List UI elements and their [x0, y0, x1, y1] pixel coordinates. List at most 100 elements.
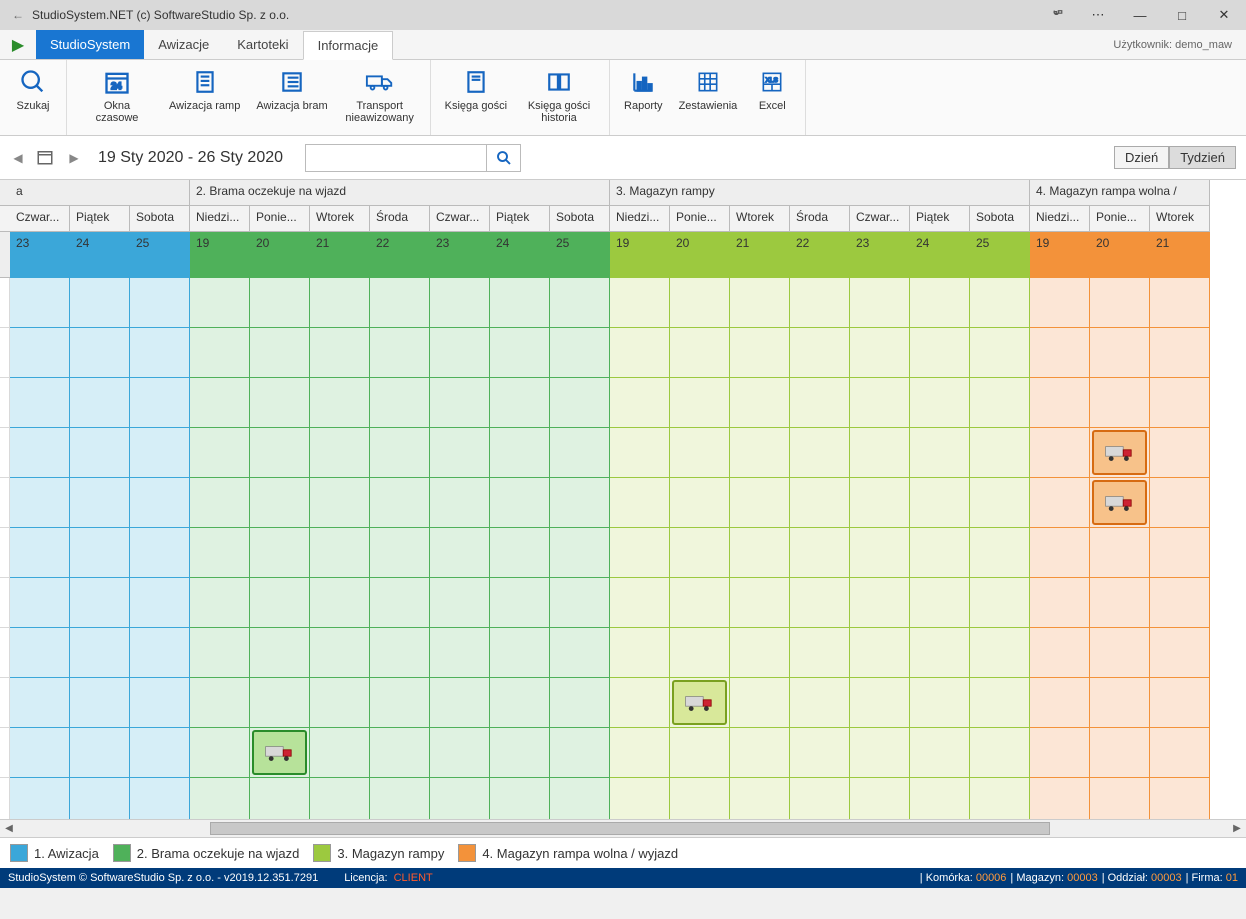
grid-cell[interactable] — [850, 628, 910, 678]
grid-cell[interactable] — [190, 328, 250, 378]
grid-cell[interactable] — [250, 628, 310, 678]
back-button[interactable]: ← — [8, 8, 28, 22]
grid-cell[interactable] — [1150, 378, 1210, 428]
grid-cell[interactable] — [310, 578, 370, 628]
grid-cell[interactable] — [610, 678, 670, 728]
grid-cell[interactable] — [910, 278, 970, 328]
grid-cell[interactable] — [730, 328, 790, 378]
grid-cell[interactable] — [490, 378, 550, 428]
grid-cell[interactable] — [430, 578, 490, 628]
grid-cell[interactable] — [430, 628, 490, 678]
grid-cell[interactable] — [70, 278, 130, 328]
grid-cell[interactable] — [1030, 328, 1090, 378]
ribbon-ksiega-gosci[interactable]: Księga gości — [437, 64, 515, 131]
grid-cell[interactable] — [430, 378, 490, 428]
grid-cell[interactable] — [850, 378, 910, 428]
close-button[interactable]: ✕ — [1210, 7, 1238, 23]
grid-cell[interactable] — [130, 378, 190, 428]
grid-cell[interactable] — [1090, 478, 1150, 528]
grid-cell[interactable] — [190, 428, 250, 478]
grid-cell[interactable] — [310, 328, 370, 378]
grid-cell[interactable] — [70, 428, 130, 478]
grid-cell[interactable] — [70, 528, 130, 578]
grid-cell[interactable] — [550, 528, 610, 578]
grid-cell[interactable] — [370, 678, 430, 728]
grid-cell[interactable] — [490, 628, 550, 678]
grid-cell[interactable] — [910, 678, 970, 728]
grid-cell[interactable] — [310, 628, 370, 678]
grid-cell[interactable] — [670, 378, 730, 428]
grid-cell[interactable] — [790, 778, 850, 820]
grid-cell[interactable] — [370, 378, 430, 428]
grid-cell[interactable] — [10, 328, 70, 378]
grid-cell[interactable] — [970, 378, 1030, 428]
grid-cell[interactable] — [790, 478, 850, 528]
tab-informacje[interactable]: Informacje — [303, 31, 394, 60]
event-truck[interactable] — [1092, 430, 1147, 475]
grid-cell[interactable] — [490, 678, 550, 728]
grid-cell[interactable] — [1030, 378, 1090, 428]
ribbon-transport[interactable]: Transport nieawizowany — [336, 64, 424, 131]
grid-cell[interactable] — [70, 378, 130, 428]
grid-cell[interactable] — [190, 628, 250, 678]
grid-cell[interactable] — [1150, 578, 1210, 628]
grid-cell[interactable] — [250, 578, 310, 628]
grid-cell[interactable] — [310, 528, 370, 578]
grid-cell[interactable] — [670, 428, 730, 478]
grid-cell[interactable] — [1090, 578, 1150, 628]
grid-cell[interactable] — [310, 428, 370, 478]
view-week-button[interactable]: Tydzień — [1169, 146, 1236, 169]
grid-cell[interactable] — [850, 428, 910, 478]
grid-cell[interactable] — [310, 728, 370, 778]
grid-cell[interactable] — [250, 378, 310, 428]
ribbon-awizacja-ramp[interactable]: Awizacja ramp — [161, 64, 248, 131]
grid-cell[interactable] — [850, 528, 910, 578]
grid-cell[interactable] — [1030, 278, 1090, 328]
grid-cell[interactable] — [130, 478, 190, 528]
grid-cell[interactable] — [670, 578, 730, 628]
grid-cell[interactable] — [190, 378, 250, 428]
grid-cell[interactable] — [10, 628, 70, 678]
grid-cell[interactable] — [190, 778, 250, 820]
ribbon-okna-czasowe[interactable]: 24 Okna czasowe — [73, 64, 161, 131]
grid-cell[interactable] — [370, 278, 430, 328]
grid-cell[interactable] — [970, 478, 1030, 528]
grid-cell[interactable] — [310, 778, 370, 820]
grid-cell[interactable] — [430, 778, 490, 820]
grid-cell[interactable] — [850, 478, 910, 528]
grid-cell[interactable] — [610, 328, 670, 378]
grid-cell[interactable] — [490, 278, 550, 328]
grid-cell[interactable] — [790, 578, 850, 628]
grid-cell[interactable] — [130, 578, 190, 628]
grid-cell[interactable] — [1030, 628, 1090, 678]
grid-cell[interactable] — [970, 578, 1030, 628]
search-input[interactable] — [306, 145, 486, 171]
grid-cell[interactable] — [250, 778, 310, 820]
grid-cell[interactable] — [190, 278, 250, 328]
grid-cell[interactable] — [190, 478, 250, 528]
grid-cell[interactable] — [670, 278, 730, 328]
ribbon-raporty[interactable]: Raporty — [616, 64, 671, 131]
grid-cell[interactable] — [730, 478, 790, 528]
grid-cell[interactable] — [970, 328, 1030, 378]
grid-cell[interactable] — [730, 628, 790, 678]
grid-cell[interactable] — [550, 578, 610, 628]
grid-cell[interactable] — [130, 728, 190, 778]
prev-button[interactable]: ◀ — [10, 151, 26, 165]
wrench-icon[interactable] — [1042, 7, 1070, 24]
grid-cell[interactable] — [490, 428, 550, 478]
grid-cell[interactable] — [1030, 428, 1090, 478]
ribbon-excel[interactable]: XLS Excel — [745, 64, 799, 131]
grid-cell[interactable] — [910, 578, 970, 628]
ribbon-szukaj[interactable]: Szukaj — [6, 64, 60, 131]
grid-cell[interactable] — [1150, 528, 1210, 578]
grid-cell[interactable] — [730, 428, 790, 478]
grid-cell[interactable] — [490, 328, 550, 378]
grid-cell[interactable] — [1030, 678, 1090, 728]
grid-cell[interactable] — [550, 728, 610, 778]
grid-cell[interactable] — [1090, 678, 1150, 728]
grid-cell[interactable] — [550, 778, 610, 820]
tab-studiosystem[interactable]: StudioSystem — [36, 30, 144, 59]
grid-cell[interactable] — [1030, 528, 1090, 578]
grid-cell[interactable] — [1030, 778, 1090, 820]
